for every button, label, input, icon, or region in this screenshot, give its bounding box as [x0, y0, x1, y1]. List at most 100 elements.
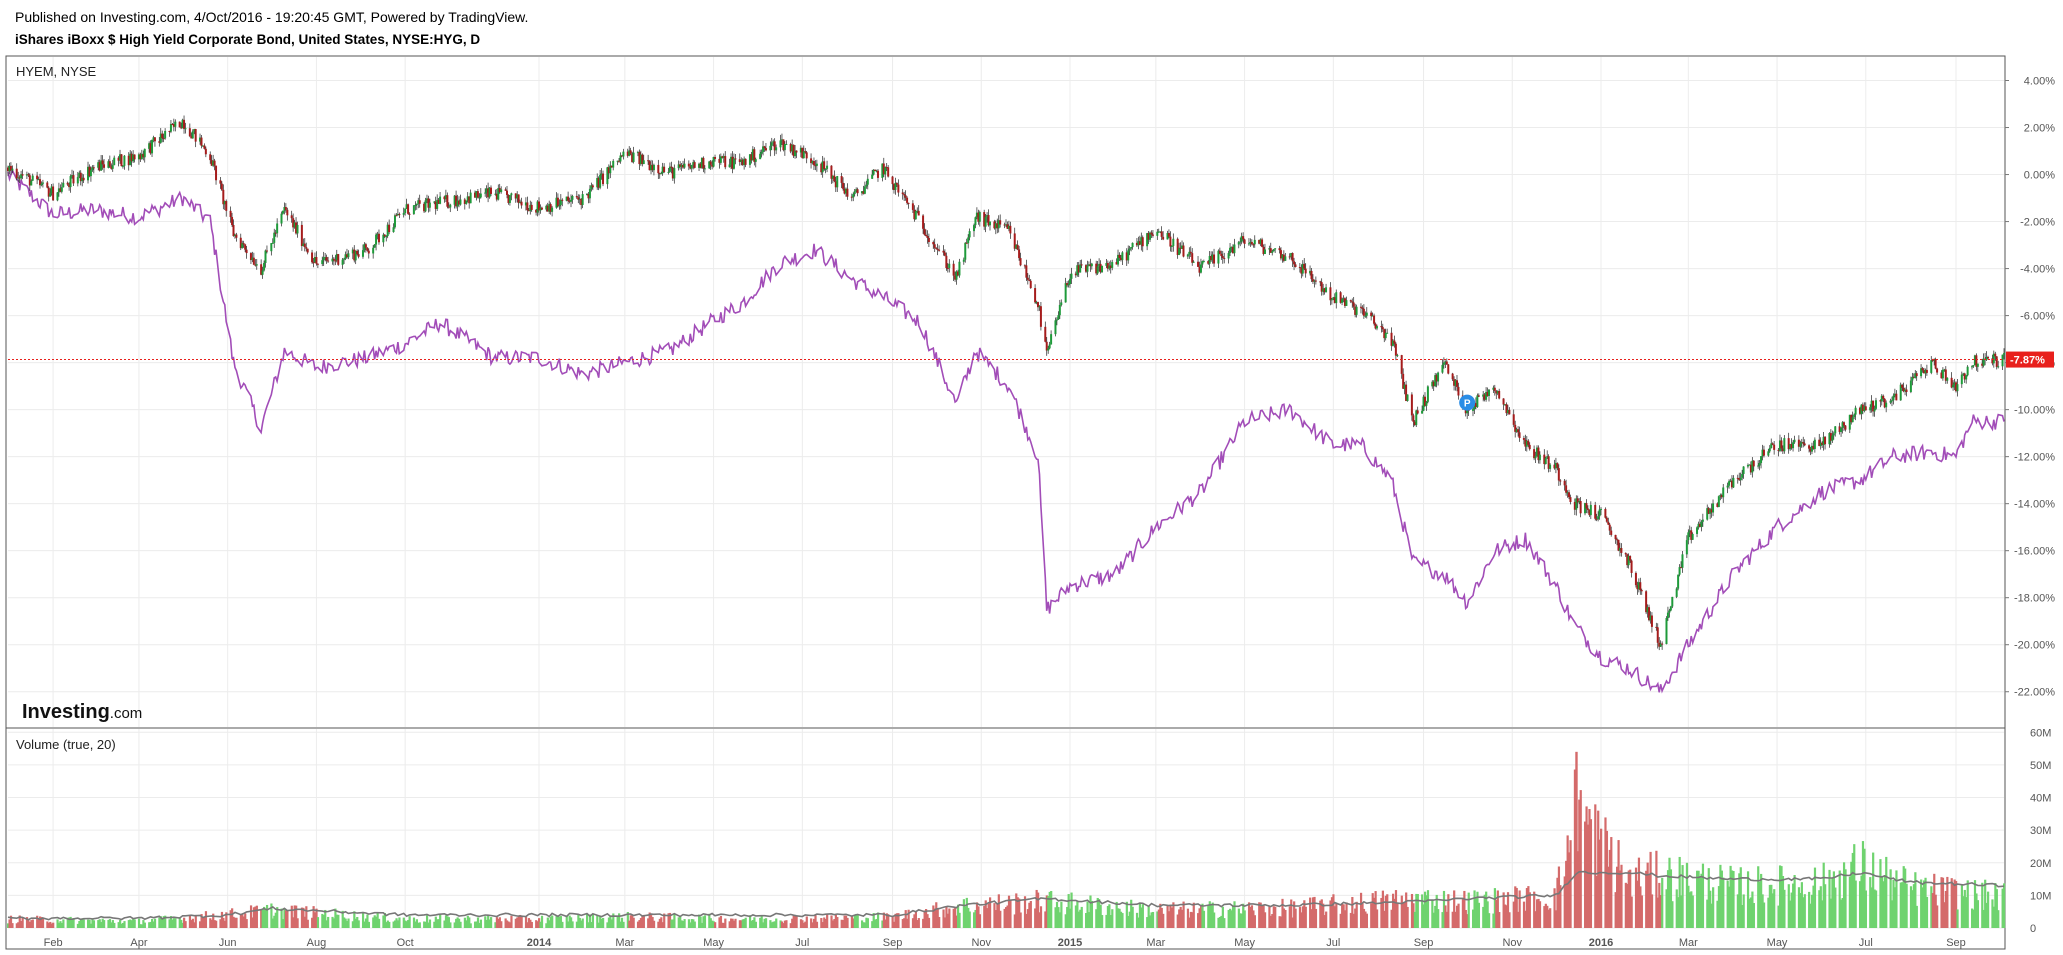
chart-frame — [5, 55, 2006, 950]
volume-bar — [1137, 917, 1140, 928]
candle-body — [87, 166, 90, 181]
volume-bar — [721, 922, 724, 928]
x-tick-label: 2014 — [527, 937, 552, 949]
volume-bar — [1696, 870, 1699, 928]
volume-bar — [1624, 882, 1627, 928]
event-marker[interactable]: P — [1459, 394, 1476, 411]
volume-bar — [220, 911, 224, 928]
candle-body — [1089, 264, 1092, 267]
volume-bar — [1668, 857, 1671, 928]
candle-body — [942, 250, 945, 253]
candle-body — [1362, 308, 1365, 316]
candle-body — [1393, 340, 1396, 344]
candle-body — [351, 249, 354, 254]
candle-body — [1842, 422, 1845, 426]
volume-bar — [1831, 877, 1834, 928]
volume-bar — [913, 914, 916, 928]
candle-body — [1576, 498, 1579, 503]
candle-body — [731, 156, 734, 169]
candle-body — [76, 177, 79, 184]
candle-body — [1233, 244, 1236, 254]
candle-body — [1719, 494, 1722, 497]
candle-body — [425, 198, 428, 201]
candle-body — [1028, 279, 1031, 281]
volume-bar — [1135, 912, 1139, 928]
volume-bar — [524, 916, 528, 928]
volume-bar — [1117, 908, 1120, 928]
volume-bar — [1797, 887, 1801, 928]
candle-body — [1966, 366, 1969, 376]
candle-body — [1757, 465, 1760, 467]
volume-bar — [1421, 894, 1424, 928]
candle-body — [1585, 503, 1588, 509]
volume-bar — [139, 924, 142, 928]
candle-body — [190, 136, 193, 139]
candle-body — [241, 243, 244, 249]
candle-body — [1841, 422, 1844, 428]
candle-body — [591, 185, 594, 188]
volume-bar — [1946, 876, 1949, 928]
volume-bar — [27, 920, 30, 928]
candle-body — [1617, 539, 1620, 551]
volume-bar — [907, 909, 910, 928]
volume-bar — [11, 923, 14, 928]
volume-bar — [1147, 905, 1150, 928]
volume-bar — [1076, 901, 1079, 928]
volume-bar — [590, 922, 593, 928]
candle-body — [549, 204, 552, 212]
volume-bar — [1922, 880, 1926, 928]
volume-bar — [1970, 908, 1974, 928]
volume-bar — [1559, 885, 1562, 928]
candle-body — [1281, 254, 1284, 259]
candle-body — [1332, 297, 1335, 299]
candle-body — [1146, 233, 1149, 247]
volume-bar — [92, 920, 96, 928]
candle-body — [987, 215, 990, 226]
candle-body — [1192, 261, 1195, 263]
volume-bar — [1973, 880, 1977, 928]
volume-bar — [1874, 890, 1878, 928]
candle-body — [1892, 395, 1895, 401]
volume-bar — [687, 919, 691, 928]
volume-bar — [331, 916, 334, 928]
candle-body — [524, 202, 527, 206]
candle-body — [1829, 433, 1832, 441]
candle-body — [244, 244, 247, 250]
volume-bar — [1781, 875, 1785, 928]
candle-body — [215, 165, 218, 181]
candle-body — [270, 243, 273, 252]
candle-body — [1189, 251, 1192, 254]
candle-body — [468, 196, 471, 204]
volume-bar — [860, 920, 864, 928]
candle-body — [652, 164, 655, 171]
candle-body — [40, 183, 43, 186]
volume-bar — [325, 920, 328, 928]
candle-body — [1119, 257, 1122, 261]
volume-bar — [473, 921, 477, 928]
candle-body — [734, 158, 737, 160]
volume-bar — [1697, 870, 1700, 928]
candle-body — [209, 154, 212, 161]
volume-bar — [1483, 894, 1486, 928]
candle-body — [760, 151, 763, 154]
volume-bar — [1262, 905, 1265, 928]
volume-bar — [1576, 851, 1579, 928]
y-tick-label: -22.00% — [2014, 687, 2055, 699]
volume-bar — [412, 917, 416, 928]
volume-bar — [671, 919, 675, 928]
candle-body — [1629, 555, 1632, 561]
volume-bar — [834, 914, 837, 928]
candle-body — [1575, 498, 1578, 510]
volume-bar — [292, 917, 295, 928]
volume-bar — [1719, 864, 1722, 928]
candle-body — [347, 253, 350, 258]
candle-body — [679, 164, 682, 167]
candle-body — [791, 144, 794, 152]
candle-body — [1069, 278, 1072, 285]
candle-body — [1374, 323, 1377, 329]
volume-bar — [1960, 885, 1964, 928]
candle-body — [1873, 408, 1876, 412]
candle-body — [1005, 224, 1007, 226]
candle-body — [46, 182, 49, 188]
